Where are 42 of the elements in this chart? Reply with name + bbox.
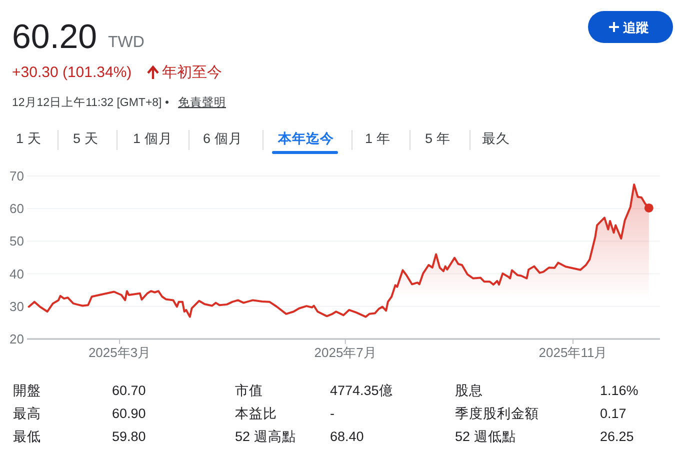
text: 本益比 [235,406,277,421]
text: 市值 [235,383,263,398]
text: 4774.35億 [330,383,393,398]
text: 26.25 [600,429,634,444]
text: 最高 [13,406,41,421]
y-tick-label: 50 [10,234,24,249]
text: 6 個月 [203,131,242,146]
text: 最久 [482,131,510,146]
text: 最低 [13,429,41,444]
text: 59.80 [112,429,146,444]
subtitle: TWD [108,34,144,51]
y-tick-label: 30 [10,298,24,314]
text: 5 天 [73,131,98,146]
text: 開盤 [13,383,41,398]
text: 60.70 [112,383,146,398]
text: 1 年 [365,131,390,146]
text: 52 週低點 [455,429,516,444]
text: 0.17 [600,406,626,421]
text: 股息 [455,383,483,398]
text: 12月12日上午11:32 [GMT+8] • [12,96,169,109]
y-tick-label: 60 [10,201,24,216]
text: 年初至今 [162,64,222,81]
text: - [330,406,334,421]
y-tick-label: 20 [10,332,24,346]
text: 60.90 [112,406,146,421]
text: 季度股利金額 [455,406,539,421]
text: 1.16% [600,383,638,398]
text: 本年迄今 [277,131,335,146]
y-tick-label: 70 [10,168,24,184]
text: 52 週高點 [235,429,296,444]
x-tick-label: 2025年7月 [314,345,376,360]
text: 68.40 [330,429,364,444]
x-tick-label: 2025年11月 [538,345,608,360]
x-tick-label: 2025年3月 [88,345,151,360]
text: 1 個月 [133,131,172,146]
text: +30.30 (101.34%) [12,64,132,81]
text: 免責聲明 [178,96,226,109]
y-tick-label: 40 [10,266,24,282]
title: 60.20 [12,18,98,56]
text: 5 年 [425,131,450,146]
text: 追蹤 [622,20,649,35]
text: 1 天 [16,131,42,146]
